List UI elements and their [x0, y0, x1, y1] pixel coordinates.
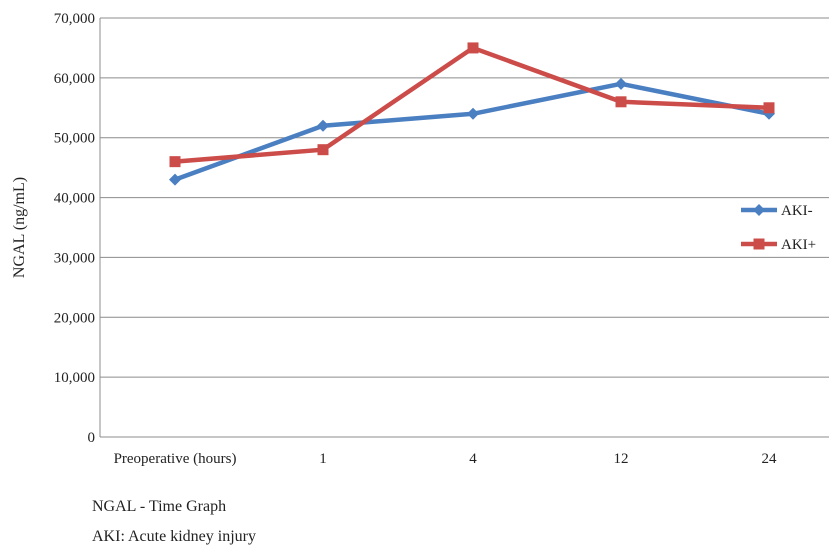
- y-tick-label: 40,000: [54, 191, 95, 207]
- series-line-aki-minus: [174, 81, 770, 182]
- legend-marker-square: [753, 238, 765, 250]
- y-tick-label: 60,000: [54, 71, 95, 87]
- series-lines: [169, 42, 775, 186]
- data-point-aki-plus: [467, 42, 479, 54]
- ngal-line-chart: 0 10,000 20,000 30,000 40,000 50,000 60,000 70,…: [11, 11, 829, 467]
- y-axis-title: NGAL (ng/mL): [11, 177, 28, 278]
- data-point-aki-minus: [317, 119, 329, 132]
- x-tick-label: 24: [762, 451, 778, 467]
- x-tick-label: 4: [469, 451, 477, 467]
- y-tick-label: 0: [88, 430, 96, 446]
- y-tick-label: 10,000: [54, 370, 95, 386]
- data-point-aki-plus: [317, 144, 329, 156]
- y-tick-label: 20,000: [54, 310, 95, 326]
- y-tick-label: 50,000: [54, 131, 95, 147]
- x-tick-label: Preoperative (hours): [114, 451, 237, 467]
- y-axis: 0 10,000 20,000 30,000 40,000 50,000 60,000 70,…: [54, 11, 101, 446]
- x-tick-label: 1: [319, 451, 327, 467]
- data-point-aki-minus: [169, 173, 181, 186]
- legend: AKI- AKI+: [741, 203, 816, 253]
- data-point-aki-minus: [467, 107, 479, 120]
- legend-label: AKI+: [781, 237, 816, 253]
- x-axis: Preoperative (hours) 1 4 12 24: [100, 436, 829, 467]
- caption-graph-title: NGAL - Time Graph: [92, 498, 227, 515]
- series-line-aki-plus: [174, 45, 770, 164]
- x-tick-label: 12: [614, 451, 629, 467]
- gridlines: [100, 17, 829, 378]
- caption-abbreviation: AKI: Acute kidney injury: [92, 528, 256, 545]
- data-point-aki-plus: [169, 156, 181, 168]
- data-point-aki-minus: [615, 77, 627, 90]
- data-point-aki-plus: [615, 96, 627, 108]
- data-point-aki-plus: [763, 102, 775, 114]
- legend-marker-diamond: [753, 204, 765, 216]
- legend-label: AKI-: [781, 203, 813, 219]
- y-tick-label: 70,000: [54, 11, 95, 27]
- y-tick-label: 30,000: [54, 250, 95, 266]
